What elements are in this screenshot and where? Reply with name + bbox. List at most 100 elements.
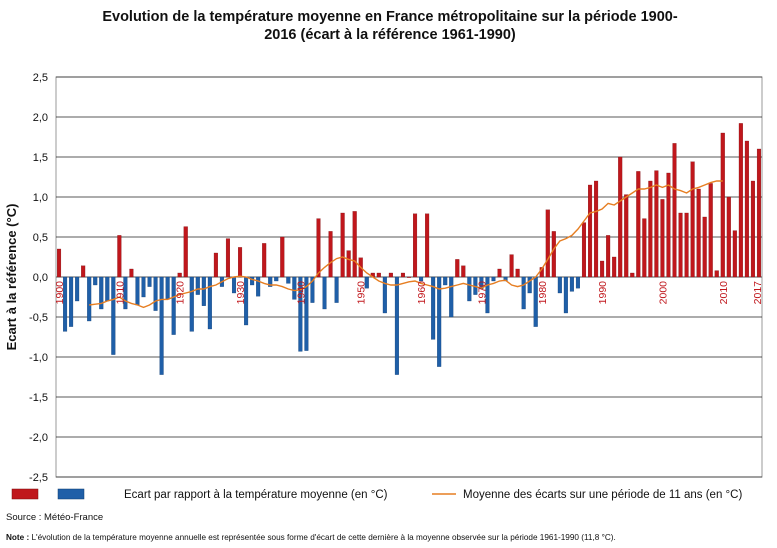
bar (195, 276, 200, 295)
y-tick-label: -0,5 (29, 312, 48, 324)
bar (280, 236, 285, 278)
bar (81, 265, 86, 278)
bar (437, 276, 442, 367)
bar (189, 276, 194, 332)
bar (443, 276, 448, 286)
y-tick-label: -2,5 (29, 472, 48, 484)
bar (352, 211, 357, 278)
bar (491, 276, 496, 282)
bar (702, 216, 707, 278)
bar (750, 180, 755, 278)
bar (509, 254, 514, 278)
moving-average-group (89, 180, 723, 309)
bar (286, 276, 291, 284)
bar (382, 276, 387, 314)
x-tick-label: 2010 (718, 281, 730, 305)
chart-title: Evolution de la température moyenne en F… (60, 8, 720, 44)
bar (461, 265, 466, 278)
legend: Ecart par rapport à la température moyen… (11, 488, 742, 501)
footnote-text: L'évolution de la température moyenne an… (29, 533, 616, 542)
bar (310, 276, 315, 303)
bar (624, 194, 629, 278)
bar (425, 213, 430, 278)
y-tick-label: 1,5 (33, 152, 48, 164)
bar (340, 212, 345, 278)
bar (141, 276, 146, 298)
bar (581, 222, 587, 278)
bar (527, 276, 532, 294)
bar (690, 161, 695, 278)
y-tick-label: 2,0 (33, 112, 48, 124)
bar (636, 171, 641, 278)
footnote: Note : L'évolution de la température moy… (6, 533, 616, 542)
bar (177, 272, 182, 278)
bar (557, 276, 562, 294)
bar (268, 276, 273, 287)
bar (714, 270, 719, 278)
x-tick-label: 1940 (295, 281, 307, 305)
y-tick-label: -1,5 (29, 392, 48, 404)
x-tick-label: 1960 (416, 281, 428, 305)
y-tick-label: 0,0 (33, 272, 48, 284)
bar (449, 276, 454, 318)
bar (225, 238, 230, 278)
bar (394, 276, 399, 375)
bar (672, 143, 677, 278)
bar (304, 276, 309, 351)
bar (606, 235, 611, 278)
y-tick-label: -1,0 (29, 352, 48, 364)
y-axis-label: Ecart à la référence (°C) (4, 204, 19, 351)
bar (521, 276, 526, 310)
bar (630, 272, 635, 278)
bar (569, 276, 574, 292)
y-tick-label: 2,5 (33, 72, 48, 84)
bar (413, 213, 418, 278)
bar (99, 276, 104, 310)
bar (63, 276, 68, 332)
bar (129, 268, 134, 278)
bar (726, 196, 731, 278)
y-tick-label: 1,0 (33, 192, 48, 204)
y-tick-label: 0,5 (33, 232, 48, 244)
chart-title-line-2: 2016 (écart à la référence 1961-1990) (264, 27, 516, 43)
bar (642, 218, 647, 278)
bar (467, 276, 472, 302)
bar (346, 250, 351, 278)
bar (69, 276, 74, 327)
bar (87, 276, 92, 322)
bar (376, 272, 381, 278)
bar (388, 272, 393, 278)
bar (75, 276, 80, 302)
bar (316, 218, 321, 278)
bar (600, 260, 605, 278)
bar (135, 276, 140, 306)
bar (756, 148, 762, 278)
bar (364, 276, 369, 289)
bar (678, 212, 683, 278)
bar (618, 156, 623, 278)
bar (262, 243, 267, 278)
bar (298, 276, 303, 352)
bar (183, 226, 188, 278)
bar (256, 276, 261, 297)
source-note: Source : Météo-France (6, 512, 104, 523)
x-tick-label: 1920 (175, 281, 187, 305)
x-tick-label: 1930 (235, 281, 247, 305)
bar (213, 252, 218, 278)
bar (515, 268, 520, 278)
legend-label-line: Moyenne des écarts sur une période de 11… (463, 489, 742, 501)
bar (594, 180, 599, 278)
bar (684, 212, 689, 278)
bar (551, 231, 556, 278)
bar (171, 276, 176, 335)
bar (744, 140, 749, 278)
bar (545, 209, 550, 278)
bar (322, 276, 327, 310)
bar (648, 180, 653, 278)
bars-group (56, 123, 762, 375)
bar (732, 230, 737, 278)
bar (123, 276, 128, 310)
bar (147, 276, 152, 287)
bar (497, 268, 502, 278)
